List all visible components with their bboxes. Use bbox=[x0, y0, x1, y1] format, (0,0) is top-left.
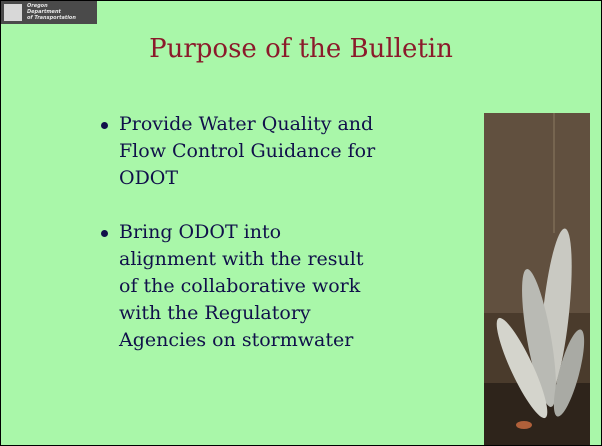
slide: OregonDepartmentof Transportation Purpos… bbox=[0, 0, 602, 446]
slide-title: Purpose of the Bulletin bbox=[1, 34, 601, 64]
bullet-line: Bring ODOT into bbox=[119, 219, 375, 246]
bullet-line: of the collaborative work bbox=[119, 273, 375, 300]
logo-line: of Transportation bbox=[27, 15, 76, 21]
bullet-line: Provide Water Quality and bbox=[119, 111, 375, 138]
bullet-line: Flow Control Guidance for bbox=[119, 138, 375, 165]
logo-icon bbox=[4, 4, 22, 21]
bullet-line: ODOT bbox=[119, 165, 375, 192]
bullet-line: Agencies on stormwater bbox=[119, 327, 375, 354]
bullet-line: alignment with the result bbox=[119, 246, 375, 273]
bullet-line: with the Regulatory bbox=[119, 300, 375, 327]
painting bbox=[484, 113, 590, 445]
